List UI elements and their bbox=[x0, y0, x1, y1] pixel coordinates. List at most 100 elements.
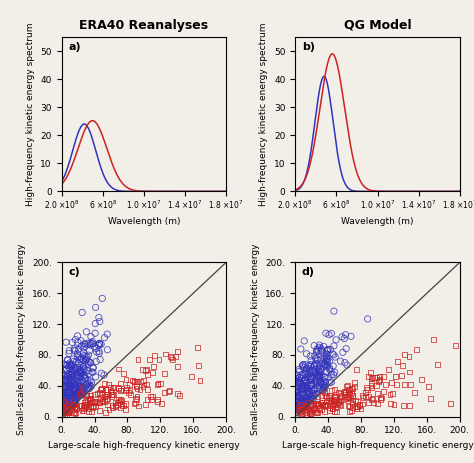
Point bbox=[68, 363, 76, 370]
Point bbox=[349, 404, 356, 411]
Point bbox=[122, 400, 129, 407]
Point bbox=[310, 362, 318, 369]
Point bbox=[67, 382, 75, 389]
Point bbox=[69, 339, 76, 346]
Point bbox=[77, 369, 85, 376]
Point bbox=[308, 382, 316, 389]
Point bbox=[65, 402, 73, 409]
Point bbox=[312, 377, 319, 385]
Point bbox=[146, 393, 154, 400]
Point bbox=[348, 398, 356, 406]
Point bbox=[380, 373, 388, 380]
Point bbox=[304, 400, 312, 408]
Point bbox=[357, 405, 365, 412]
Point bbox=[80, 373, 87, 381]
Point bbox=[318, 406, 326, 413]
Point bbox=[301, 382, 309, 389]
Point bbox=[312, 400, 319, 407]
Point bbox=[81, 399, 88, 406]
Point bbox=[293, 392, 301, 400]
Point bbox=[62, 398, 69, 405]
Point bbox=[66, 400, 73, 407]
Point bbox=[86, 397, 94, 404]
Point bbox=[390, 401, 398, 408]
Point bbox=[71, 367, 79, 375]
Point bbox=[337, 396, 344, 404]
Y-axis label: Small-scale high-frequency kinetic energy: Small-scale high-frequency kinetic energ… bbox=[251, 244, 260, 435]
Point bbox=[67, 394, 74, 402]
Point bbox=[112, 402, 119, 410]
Point bbox=[76, 389, 83, 396]
Point bbox=[73, 364, 81, 371]
Point bbox=[74, 368, 82, 375]
Point bbox=[62, 409, 69, 417]
Point bbox=[72, 392, 80, 400]
Point bbox=[75, 360, 82, 367]
Point bbox=[340, 335, 348, 342]
Point bbox=[303, 409, 310, 416]
Point bbox=[98, 385, 106, 393]
Point bbox=[61, 402, 69, 410]
Point bbox=[297, 408, 304, 415]
Point bbox=[296, 402, 304, 410]
Point bbox=[292, 412, 300, 419]
Point bbox=[79, 377, 87, 385]
Point bbox=[325, 394, 332, 401]
Point bbox=[149, 369, 156, 376]
Point bbox=[88, 340, 96, 347]
Point bbox=[117, 380, 124, 387]
Point bbox=[311, 384, 319, 392]
Point bbox=[322, 400, 329, 408]
Point bbox=[343, 362, 351, 369]
Point bbox=[74, 391, 82, 398]
Point bbox=[72, 336, 79, 343]
Point bbox=[310, 405, 317, 413]
Point bbox=[162, 350, 169, 357]
Point bbox=[132, 399, 139, 407]
Point bbox=[347, 332, 355, 340]
Point bbox=[367, 384, 375, 391]
Point bbox=[143, 366, 151, 373]
Point bbox=[123, 386, 131, 393]
Point bbox=[92, 358, 100, 365]
Point bbox=[382, 381, 389, 388]
Point bbox=[62, 404, 70, 411]
Point bbox=[316, 382, 323, 389]
Point bbox=[315, 363, 323, 370]
Point bbox=[67, 398, 74, 406]
Point bbox=[308, 389, 315, 396]
Point bbox=[134, 356, 142, 363]
Point bbox=[339, 349, 346, 356]
Point bbox=[70, 371, 78, 378]
Point bbox=[67, 361, 75, 368]
Point bbox=[131, 378, 138, 385]
Point bbox=[306, 367, 313, 375]
Point bbox=[306, 407, 313, 415]
Point bbox=[82, 353, 89, 360]
Point bbox=[154, 380, 162, 387]
Point bbox=[311, 355, 319, 362]
Point bbox=[82, 340, 89, 348]
Point bbox=[324, 361, 331, 368]
Point bbox=[83, 403, 91, 410]
Point bbox=[88, 399, 95, 407]
Point bbox=[324, 345, 332, 353]
Point bbox=[115, 385, 122, 392]
Point bbox=[173, 389, 181, 397]
Point bbox=[104, 346, 111, 353]
Point bbox=[62, 361, 69, 368]
Point bbox=[95, 314, 103, 321]
Point bbox=[306, 390, 313, 398]
Point bbox=[101, 409, 109, 417]
Point bbox=[79, 391, 86, 399]
Point bbox=[70, 380, 78, 387]
Point bbox=[307, 382, 315, 389]
Point bbox=[334, 400, 341, 407]
Point bbox=[70, 398, 78, 405]
Point bbox=[68, 377, 75, 384]
Point bbox=[82, 401, 90, 408]
Point bbox=[68, 369, 76, 376]
Point bbox=[316, 369, 324, 377]
Point bbox=[299, 362, 306, 369]
Point bbox=[374, 390, 381, 398]
